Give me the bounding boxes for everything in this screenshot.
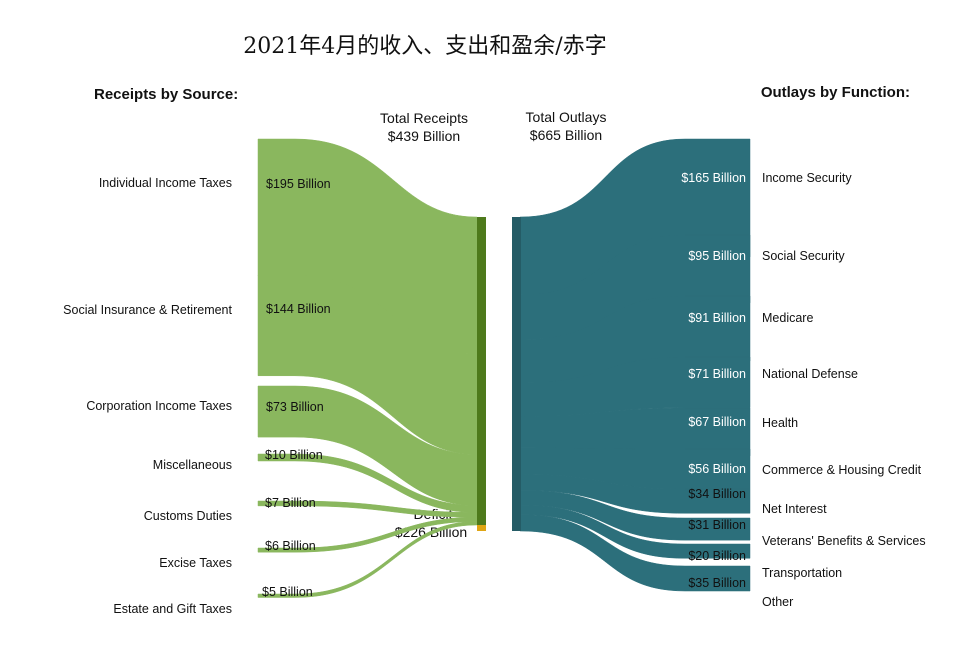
receipt-label-individual-income-taxes: Individual Income Taxes xyxy=(99,176,232,190)
outlay-label-other: Other xyxy=(762,595,793,609)
outlay-label-commerce-housing-credit: Commerce & Housing Credit xyxy=(762,463,922,477)
outlay-label-veterans-benefits-services: Veterans' Benefits & Services xyxy=(762,534,926,548)
nodes-layer xyxy=(477,217,521,531)
outlay-value-veterans-benefits-services: $31 Billion xyxy=(688,518,746,532)
receipt-value-corporation-income-taxes: $73 Billion xyxy=(266,400,324,414)
outlay-label-transportation: Transportation xyxy=(762,566,842,580)
chart-title: 2021年4月的收入、支出和盈余/赤字 xyxy=(243,34,606,59)
total-receipts-node xyxy=(477,217,486,525)
outlay-value-medicare: $91 Billion xyxy=(688,311,746,325)
outlay-flow-transportation xyxy=(519,504,751,559)
receipt-value-customs-duties: $7 Billion xyxy=(265,496,316,510)
outlay-flow-other xyxy=(519,514,751,592)
receipt-label-corporation-income-taxes: Corporation Income Taxes xyxy=(86,399,232,413)
outlay-value-national-defense: $71 Billion xyxy=(688,367,746,381)
receipt-label-social-insurance-retirement: Social Insurance & Retirement xyxy=(63,303,232,317)
flows-layer xyxy=(257,138,751,598)
outlay-value-health: $67 Billion xyxy=(688,415,746,429)
outlay-label-medicare: Medicare xyxy=(762,311,813,325)
outlay-value-transportation: $20 Billion xyxy=(688,549,746,563)
total-outlays-value: $665 Billion xyxy=(530,127,602,143)
receipt-label-estate-and-gift-taxes: Estate and Gift Taxes xyxy=(113,602,232,616)
receipt-value-miscellaneous: $10 Billion xyxy=(265,448,323,462)
outlay-label-health: Health xyxy=(762,416,798,430)
outlay-label-income-security: Income Security xyxy=(762,171,852,185)
total-receipts-label: Total Receipts xyxy=(380,110,468,126)
receipt-value-excise-taxes: $6 Billion xyxy=(265,539,316,553)
outlay-flow-net-interest xyxy=(519,474,751,514)
outlay-label-net-interest: Net Interest xyxy=(762,502,827,516)
deficit-node xyxy=(477,525,486,531)
receipt-label-miscellaneous: Miscellaneous xyxy=(153,458,232,472)
total-outlays-node xyxy=(512,217,521,531)
outlay-value-commerce-housing-credit: $56 Billion xyxy=(688,462,746,476)
outlay-label-national-defense: National Defense xyxy=(762,367,858,381)
total-outlays-label: Total Outlays xyxy=(526,109,607,125)
receipt-label-customs-duties: Customs Duties xyxy=(144,509,232,523)
outlay-value-other: $35 Billion xyxy=(688,576,746,590)
outlay-value-income-security: $165 Billion xyxy=(681,171,746,185)
outlay-value-net-interest: $34 Billion xyxy=(688,487,746,501)
outlay-value-social-security: $95 Billion xyxy=(688,249,746,263)
receipt-value-estate-and-gift-taxes: $5 Billion xyxy=(262,585,313,599)
total-receipts-value: $439 Billion xyxy=(388,128,460,144)
receipt-label-excise-taxes: Excise Taxes xyxy=(159,556,232,570)
outlay-flow-veterans-benefits-services xyxy=(519,490,751,541)
receipts-header: Receipts by Source: xyxy=(94,86,238,103)
labels-layer: Individual Income Taxes $195 Billion Socia… xyxy=(63,171,925,616)
receipt-value-social-insurance-retirement: $144 Billion xyxy=(266,302,331,316)
outlays-header: Outlays by Function: xyxy=(761,84,910,101)
outlay-label-social-security: Social Security xyxy=(762,249,845,263)
receipt-value-individual-income-taxes: $195 Billion xyxy=(266,177,331,191)
